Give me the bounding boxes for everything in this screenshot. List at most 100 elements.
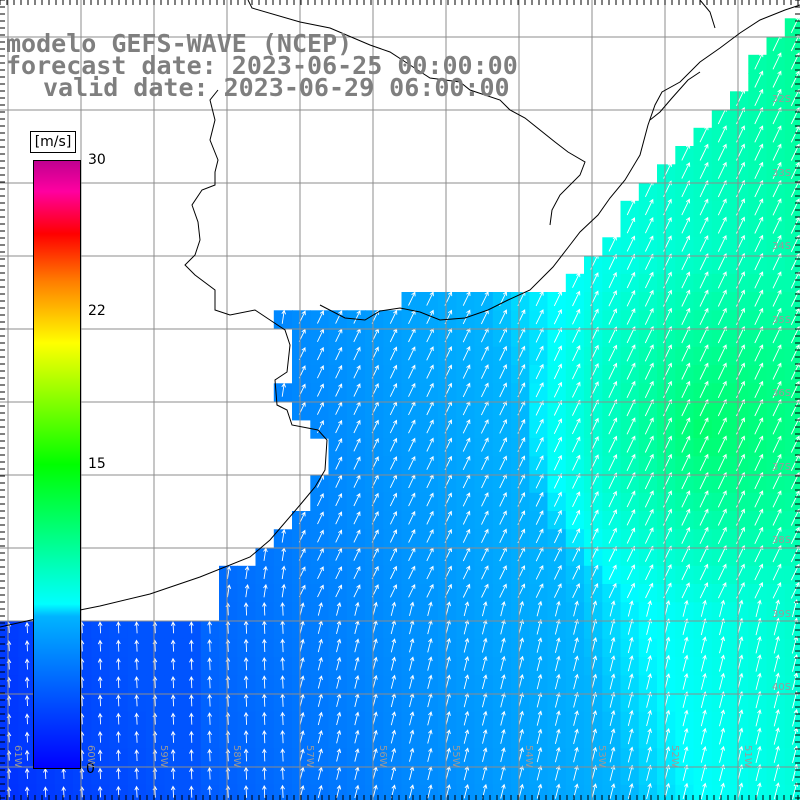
wind-arrow [500, 619, 506, 635]
wind-arrow [717, 344, 727, 362]
wind-arrow [646, 636, 652, 654]
wind-speed-cell [638, 474, 658, 494]
wind-arrow [700, 745, 707, 763]
wind-arrow [499, 492, 507, 507]
wind-arrow [754, 545, 764, 563]
wind-arrow [500, 692, 506, 708]
wind-speed-cell [748, 164, 768, 184]
wind-arrow [408, 364, 416, 379]
wind-speed-cell [383, 511, 403, 530]
wind-speed-cell [328, 383, 348, 403]
wind-arrow [627, 655, 634, 672]
wind-arrow [500, 637, 506, 653]
wind-speed-cell [620, 492, 640, 512]
wind-arrow [571, 436, 581, 453]
wind-arrow [462, 583, 471, 598]
wind-speed-cell [456, 292, 476, 311]
wind-arrow [134, 785, 139, 798]
wind-speed-cell [766, 456, 786, 476]
wind-arrow [243, 693, 249, 707]
wind-speed-cell [346, 675, 366, 695]
wind-arrow [699, 289, 709, 307]
wind-speed-cell [602, 511, 622, 530]
wind-speed-cell [602, 693, 622, 713]
wind-speed-cell [657, 547, 676, 567]
wind-speed-cell [784, 565, 800, 585]
wind-speed-cell [711, 237, 731, 257]
wind-arrow [189, 767, 194, 780]
wind-arrow [754, 161, 764, 179]
wind-speed-cell [584, 310, 603, 330]
wind-speed-cell [730, 383, 749, 403]
wind-speed-cell [456, 310, 476, 330]
wind-arrow [591, 691, 598, 708]
wind-arrow [790, 490, 800, 508]
wind-speed-cell [766, 219, 786, 238]
wind-speed-cell [419, 675, 439, 695]
wind-speed-cell [693, 529, 713, 549]
wind-speed-cell [766, 91, 786, 111]
wind-speed-cell [492, 547, 512, 567]
wind-arrow [390, 674, 397, 689]
wind-arrow [390, 747, 397, 762]
wind-speed-cell [711, 766, 731, 786]
wind-arrow [409, 656, 415, 671]
wind-arrow [535, 564, 544, 580]
wind-speed-cell [730, 164, 749, 184]
wind-arrow [462, 510, 471, 525]
wind-arrow [262, 675, 267, 689]
wind-speed-cell [438, 474, 457, 494]
longitude-label: 54W [523, 745, 534, 768]
wind-arrow [299, 748, 305, 762]
wind-speed-cell [547, 584, 567, 603]
wind-speed-cell [602, 255, 622, 275]
wind-speed-cell [766, 438, 786, 457]
wind-arrow [608, 344, 618, 362]
wind-speed-cell [675, 182, 695, 202]
wind-speed-cell [730, 419, 749, 439]
wind-arrow [426, 510, 434, 525]
wind-arrow [553, 363, 562, 380]
wind-arrow [591, 673, 598, 690]
wind-speed-cell [456, 711, 476, 731]
wind-arrow [681, 143, 691, 161]
wind-speed-cell [419, 620, 439, 640]
wind-speed-cell [383, 456, 403, 476]
wind-speed-cell [657, 511, 676, 530]
wind-speed-cell [711, 638, 731, 658]
wind-speed-cell [419, 365, 439, 384]
wind-speed-cell [310, 602, 330, 622]
wind-speed-cell [730, 273, 749, 293]
wind-arrow [717, 307, 727, 325]
wind-speed-cell [711, 346, 731, 366]
wind-speed-cell [675, 146, 695, 165]
wind-arrow [717, 143, 727, 161]
wind-arrow [463, 729, 470, 744]
longitude-label: 58W [231, 745, 242, 768]
wind-arrow [500, 710, 506, 726]
wind-speed-cell [620, 456, 640, 476]
wind-arrow [354, 638, 360, 653]
wind-speed-cell [365, 547, 384, 567]
wind-arrow [336, 784, 342, 799]
wind-speed-cell [456, 529, 476, 549]
wind-speed-cell [547, 529, 567, 549]
wind-arrow [591, 783, 598, 799]
wind-arrow [317, 784, 323, 799]
wind-arrow [553, 381, 563, 398]
wind-arrow [717, 216, 727, 234]
wind-speed-cell [383, 346, 403, 366]
wind-arrow [207, 638, 212, 652]
wind-speed-cell [766, 547, 786, 567]
wind-speed-cell [711, 565, 731, 585]
wind-speed-cell [748, 146, 768, 165]
wind-arrow [773, 782, 780, 800]
wind-arrow [281, 565, 286, 580]
wind-speed-cell [565, 675, 585, 695]
wind-speed-cell [638, 182, 658, 202]
wind-arrow [700, 654, 707, 672]
wind-arrow [609, 728, 616, 745]
wind-speed-cell [310, 365, 330, 384]
wind-speed-cell [711, 146, 731, 165]
wind-arrow [481, 601, 488, 617]
